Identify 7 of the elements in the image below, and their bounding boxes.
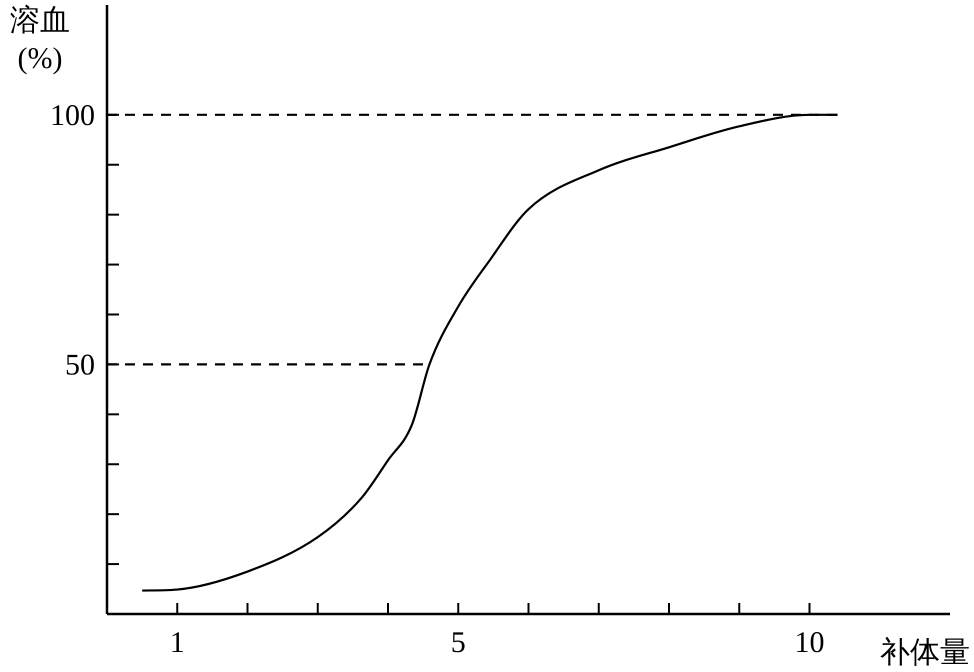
x-axis-title: 补体量 [880,636,970,669]
y-axis-title: 溶血 (%) [10,4,70,75]
x-tick-label: 1 [170,626,185,659]
y-tick-label: 100 [50,98,95,132]
y-tick-label: 50 [65,348,95,382]
x-tick-label: 5 [450,626,466,659]
x-tick-label: 10 [794,626,824,659]
